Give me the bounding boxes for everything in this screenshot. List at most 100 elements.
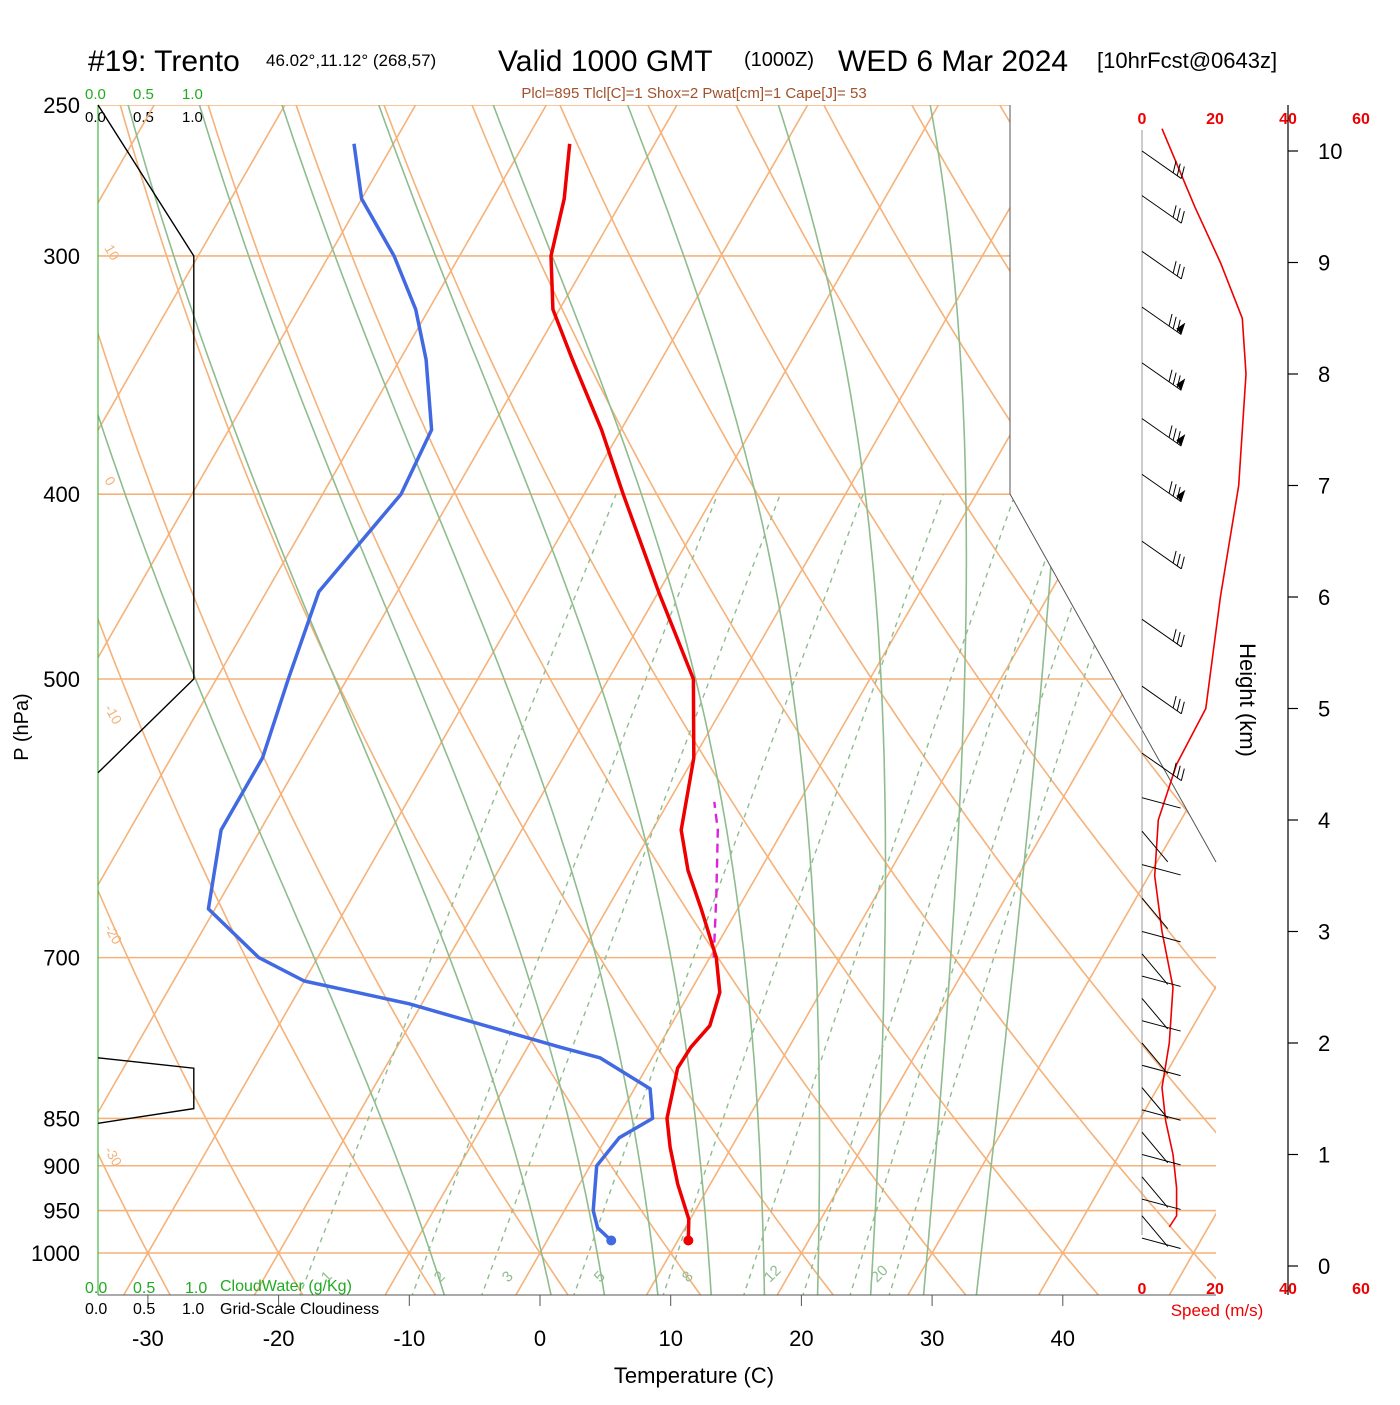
- wind-barb: [1142, 251, 1184, 279]
- cloud-scale-tick: 0.5: [133, 1301, 155, 1318]
- barb-staff: [1142, 1199, 1181, 1209]
- temperature-tick-label: 30: [920, 1326, 944, 1351]
- barb-feather: [1173, 428, 1176, 440]
- isotherm-line: [1157, 71, 1400, 1317]
- temperature-tick-label: -30: [132, 1326, 164, 1351]
- parcel-path-line: [714, 802, 718, 958]
- barb-feather: [1177, 766, 1180, 778]
- dry-adiabat-line: [15, 36, 582, 1317]
- sounding-parameters: Plcl=895 Tlcl[C]=1 Shox=2 Pwat[cm]=1 Cap…: [521, 85, 866, 102]
- dry-adiabat-line: [1132, 36, 1400, 1317]
- wind-barb: [1142, 932, 1181, 942]
- moist-adiabat-line: [367, 71, 713, 1317]
- barb-feather: [1177, 554, 1180, 566]
- barb-feather: [1177, 699, 1180, 711]
- pressure-tick-label: 400: [43, 482, 80, 507]
- dry-adiabat-label: 10: [1037, 514, 1072, 549]
- wind-barb: [1142, 419, 1185, 447]
- moist-adiabat-line: [922, 71, 967, 1317]
- dry-adiabat-line: [617, 36, 1400, 1317]
- dry-adiabat-line: [359, 36, 1117, 1317]
- barb-feather: [1169, 481, 1172, 493]
- wind-barb: [1142, 1155, 1181, 1165]
- barb-feather: [1181, 557, 1184, 569]
- height-tick-label: 2: [1318, 1031, 1330, 1056]
- barb-feather: [1173, 161, 1176, 173]
- barb-feather: [1173, 551, 1176, 563]
- barb-feather: [1169, 314, 1172, 326]
- cloud-scale-tick: 0.0: [85, 86, 106, 103]
- wind-barb: [1142, 1021, 1181, 1031]
- height-tick-label: 6: [1318, 585, 1330, 610]
- station-coords: 46.02°,11.12° (268,57): [266, 51, 436, 70]
- cloudiness-outline: [98, 105, 194, 773]
- series-layer: [208, 144, 719, 1246]
- forecast-label: [10hrFcst@0643z]: [1097, 48, 1277, 73]
- height-tick-label: 5: [1318, 697, 1330, 722]
- mixing-ratio-line: [474, 494, 780, 1316]
- wind-barb: [1142, 196, 1184, 224]
- barb-feather: [1173, 373, 1176, 385]
- speed-tick-label: 0: [1138, 111, 1147, 128]
- barb-staff: [1142, 798, 1181, 808]
- wind-barb: [1142, 1199, 1181, 1209]
- mixing-ratio-label: 2: [431, 1268, 449, 1286]
- temperature-line: [551, 144, 720, 1241]
- cloud-scale-tick: 0.5: [133, 86, 154, 103]
- barb-feather: [1169, 426, 1172, 438]
- wind-barb: [1142, 541, 1184, 569]
- pressure-tick-label: 250: [43, 93, 80, 118]
- barb-feather: [1177, 208, 1180, 220]
- speed-tick-label: 20: [1206, 1281, 1224, 1298]
- isotherm-line: [111, 71, 827, 1317]
- temperature-tick-label: 20: [789, 1326, 813, 1351]
- pressure-tick-label: 950: [43, 1199, 80, 1224]
- dry-adiabat-line: [445, 36, 1251, 1317]
- pressure-tick-label: 300: [43, 244, 80, 269]
- dry-adiabat-line: [1304, 36, 1400, 1317]
- cloud-scale-tick: 1.0: [182, 109, 203, 126]
- cloud-scale-tick: 0.0: [85, 1280, 107, 1297]
- cloud-scale-tick: 1.0: [182, 1301, 204, 1318]
- dry-adiabat-label: 0: [101, 474, 119, 489]
- speed-tick-label: 20: [1206, 111, 1224, 128]
- temperature-axis-label: Temperature (C): [614, 1363, 774, 1388]
- barb-staff: [1142, 1238, 1181, 1248]
- barb-feather: [1181, 267, 1184, 279]
- height-tick-label: 3: [1318, 920, 1330, 945]
- cloud-scale-tick: 1.0: [182, 86, 203, 103]
- barb-staff: [1142, 898, 1168, 929]
- isotherm-line: [765, 71, 1400, 1317]
- wind-barb: [1142, 976, 1181, 986]
- barb-staff: [1142, 932, 1181, 942]
- height-tick-label: 9: [1318, 251, 1330, 276]
- height-tick-label: 7: [1318, 474, 1330, 499]
- height-tick-label: 1: [1318, 1143, 1330, 1168]
- dry-adiabat-label: 0: [1007, 329, 1032, 356]
- wind-barb: [1142, 798, 1181, 808]
- zulu-time: (1000Z): [744, 49, 814, 71]
- cloud-scale-bottom: 0.0 0.5 1.0 CloudWater (g/Kg) 0.0 0.5 1.…: [85, 1278, 379, 1318]
- moist-adiabat-line: [767, 71, 885, 1317]
- isotherm-line: [373, 71, 1089, 1317]
- barb-staff: [1142, 831, 1168, 862]
- mixing-ratio-label: 8: [679, 1268, 697, 1286]
- pressure-tick-label: 900: [43, 1154, 80, 1179]
- wind-barb: [1142, 831, 1168, 862]
- pressure-tick-label: 1000: [31, 1241, 80, 1266]
- surface-temperature-marker: [683, 1235, 693, 1245]
- speed-axis-label: Speed (m/s): [1171, 1301, 1264, 1320]
- station-title: #19: Trento: [88, 45, 240, 78]
- wind-barb: [1142, 307, 1185, 335]
- cloudiness-label: Grid-Scale Cloudiness: [220, 1301, 379, 1318]
- isotherm-line: [242, 71, 958, 1317]
- barb-feather: [1173, 317, 1176, 329]
- wind-barb: [1142, 474, 1185, 502]
- pressure-axis-label: P (hPa): [11, 693, 33, 760]
- wind-speed-line: [1155, 129, 1246, 1227]
- isotherm-line: [1288, 71, 1400, 1317]
